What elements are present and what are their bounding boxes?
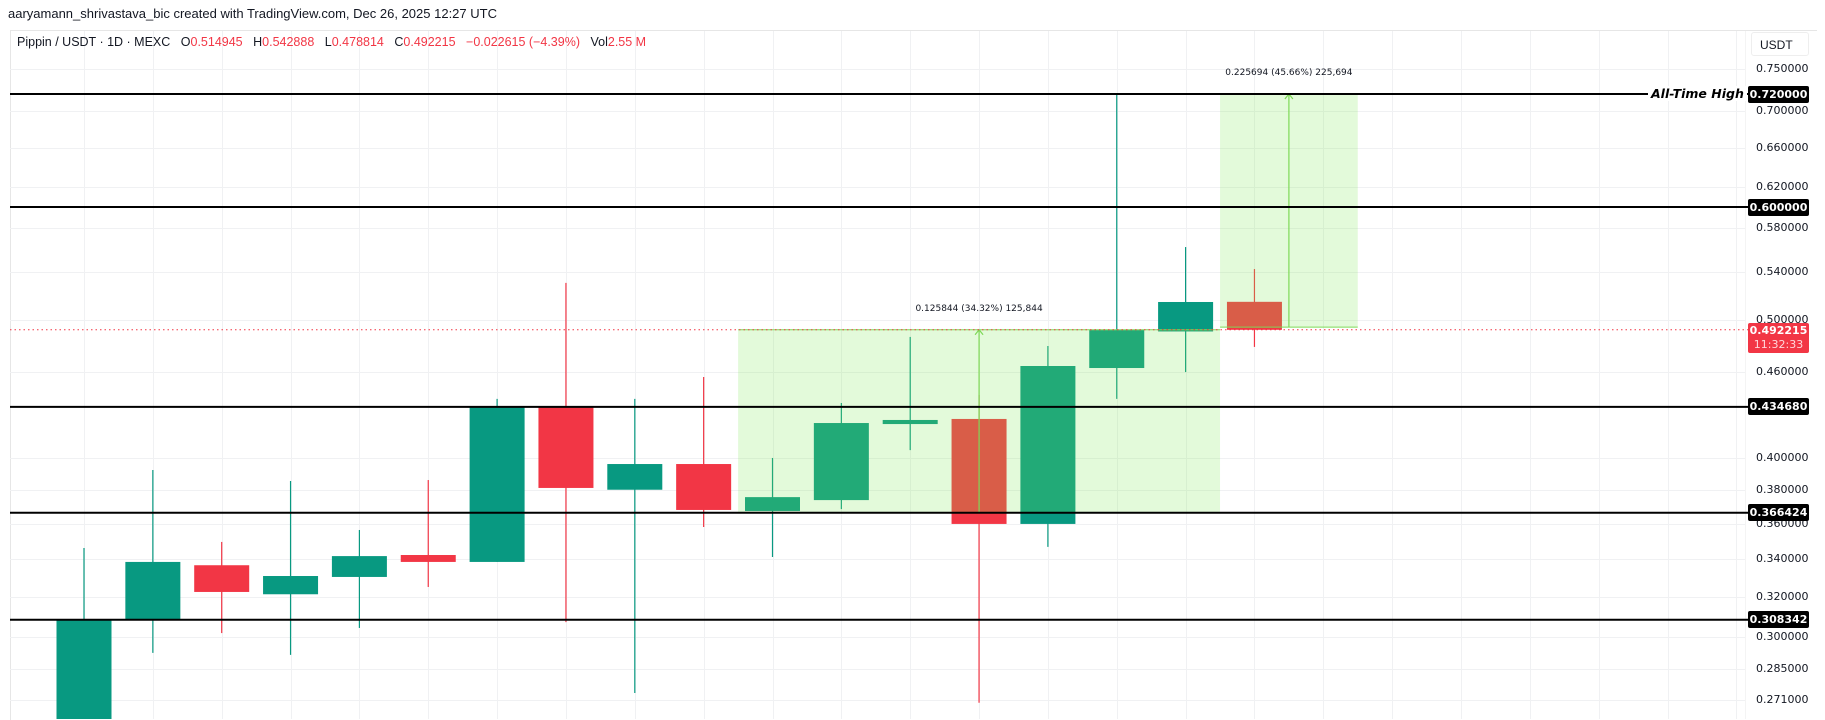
level-price-box: 0.720000 — [1748, 85, 1809, 103]
price-range-measure — [1220, 93, 1358, 328]
currency-button[interactable]: USDT — [1751, 32, 1809, 56]
candle-up — [745, 457, 800, 558]
candle-body — [676, 464, 732, 510]
candle-body — [56, 619, 112, 719]
candle-body — [469, 406, 525, 562]
candle-up — [813, 403, 869, 510]
all-time-high-label: All-Time High — [1648, 86, 1747, 101]
price-tick-label: 0.750000 — [1756, 61, 1809, 75]
price-tick-label: 0.271000 — [1756, 692, 1809, 706]
candle-up — [125, 470, 181, 653]
price-range-measure — [738, 328, 1221, 514]
volume-value: 2.55 M — [607, 35, 647, 49]
candle-down — [1226, 269, 1282, 347]
measurement-tools — [738, 93, 1358, 514]
close-value: 0.492215 — [403, 35, 456, 49]
price-tick-label: 0.700000 — [1756, 104, 1809, 118]
level-price-box: 0.366424 — [1748, 504, 1809, 522]
candles — [56, 94, 1282, 719]
symbol-legend: Pippin / USDT · 1D · MEXC O0.514945 H0.5… — [17, 35, 646, 49]
arrow-up-icon — [974, 328, 984, 336]
candle-body — [1089, 330, 1145, 369]
candle-countdown: 11:32:33 — [1753, 338, 1804, 351]
price-tick-label: 0.540000 — [1756, 265, 1809, 279]
open-value: 0.514945 — [190, 35, 243, 49]
candle-down — [538, 282, 594, 623]
candle-up — [882, 336, 938, 451]
price-tick-label: 0.660000 — [1756, 140, 1809, 154]
candle-up — [263, 480, 319, 655]
candle-body — [745, 497, 800, 511]
candle-up — [469, 398, 525, 562]
candle-body — [813, 423, 869, 501]
low-value: 0.478814 — [331, 35, 384, 49]
high-value: 0.542888 — [262, 35, 315, 49]
level-price-box: 0.600000 — [1748, 198, 1809, 216]
price-tick-label: 0.460000 — [1756, 364, 1809, 378]
open-label: O — [180, 35, 191, 49]
candle-body — [882, 419, 938, 425]
measure-label: 0.225694 (45.66%) 225,694 — [1225, 68, 1353, 78]
low-label: L — [324, 35, 332, 49]
price-tick-label: 0.580000 — [1756, 221, 1809, 235]
price-tick-label: 0.620000 — [1756, 179, 1809, 193]
price-tick-label: 0.340000 — [1756, 552, 1809, 566]
price-tick-label: 0.285000 — [1756, 661, 1809, 675]
candle-down — [676, 377, 732, 528]
close-label: C — [394, 35, 404, 49]
horizontal-levels — [10, 93, 1748, 621]
candle-body — [331, 556, 387, 577]
chart-credit: aaryamann_shrivastava_bic created with T… — [8, 6, 497, 21]
candle-body — [194, 565, 250, 592]
chart-grid — [10, 31, 1746, 719]
candle-body — [1020, 366, 1076, 524]
candle-body — [263, 576, 319, 595]
candle-up — [1089, 94, 1145, 399]
measure-label: 0.125844 (34.32%) 125,844 — [915, 303, 1043, 314]
candle-body — [607, 464, 663, 490]
price-tick-label: 0.380000 — [1756, 483, 1809, 497]
candle-down — [194, 541, 250, 634]
price-tick-label: 0.300000 — [1756, 629, 1809, 643]
volume-label: Vol — [590, 35, 608, 49]
high-label: H — [253, 35, 263, 49]
current-price-value: 0.492215 — [1749, 324, 1808, 337]
chart-frame — [10, 30, 1817, 720]
candle-up — [331, 529, 387, 628]
candle-up — [56, 547, 112, 719]
price-tick-label: 0.320000 — [1756, 589, 1809, 603]
symbol-name[interactable]: Pippin / USDT · 1D · MEXC — [17, 35, 171, 49]
candle-up — [1158, 247, 1214, 373]
current-price-badge: 0.492215 11:32:33 — [1748, 323, 1809, 353]
candle-body — [1226, 301, 1282, 330]
level-price-box: 0.434680 — [1748, 398, 1809, 416]
price-tick-label: 0.500000 — [1756, 313, 1809, 327]
change-value: −0.022615 (−4.39%) — [466, 35, 580, 49]
candle-body — [1158, 301, 1214, 332]
level-price-box: 0.308342 — [1748, 611, 1809, 629]
candle-down — [400, 480, 456, 587]
candle-up — [607, 398, 663, 693]
candle-body — [125, 561, 181, 620]
candle-body — [400, 555, 456, 562]
candle-body — [538, 406, 594, 488]
price-tick-label: 0.400000 — [1756, 451, 1809, 465]
